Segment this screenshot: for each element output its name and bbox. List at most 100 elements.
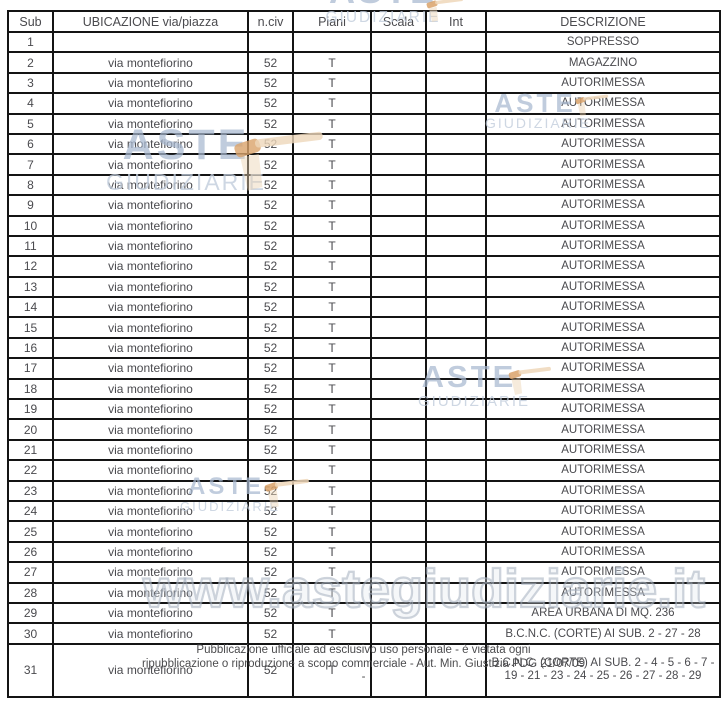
table-row: 9 via montefiorino 52 T AUTORIMESSA: [7, 194, 721, 217]
cell-ubicazione: via montefiorino: [52, 194, 249, 217]
column-header-1: UBICAZIONE via/piazza: [52, 10, 249, 33]
cell-sub: 22: [7, 459, 54, 482]
cell-descrizione: AUTORIMESSA: [485, 438, 721, 462]
cell-descrizione: AUTORIMESSA: [485, 377, 721, 401]
cell-ubicazione: via montefiorino: [52, 296, 249, 319]
table-row: 24 via montefiorino 52 T AUTORIMESSA: [7, 499, 721, 523]
cell-piani: T: [292, 71, 372, 95]
cell-n-civ: 52: [247, 459, 294, 482]
cell-ubicazione: via montefiorino: [52, 71, 249, 95]
cell-piani: T: [292, 357, 372, 380]
cell-sub: 16: [7, 336, 54, 360]
cell-int: [425, 71, 487, 95]
cell-piani: T: [292, 92, 372, 115]
cell-scala: [370, 132, 427, 156]
cell-int: [425, 601, 487, 625]
cell-piani: T: [292, 438, 372, 462]
cell-ubicazione: via montefiorino: [52, 438, 249, 462]
cell-n-civ: 52: [247, 336, 294, 360]
cell-descrizione: AUTORIMESSA: [485, 316, 721, 339]
cell-n-civ: 52: [247, 540, 294, 564]
cell-n-civ: 52: [247, 377, 294, 401]
column-header-6: DESCRIZIONE: [485, 10, 721, 33]
cell-descrizione: AUTORIMESSA: [485, 581, 721, 604]
cell-n-civ: 52: [247, 561, 294, 584]
cell-ubicazione: via montefiorino: [52, 357, 249, 380]
cell-n-civ: 52: [247, 316, 294, 339]
cell-piani: T: [292, 459, 372, 482]
cell-descrizione: AUTORIMESSA: [485, 255, 721, 278]
cell-ubicazione: via montefiorino: [52, 275, 249, 299]
cell-ubicazione: via montefiorino: [52, 520, 249, 543]
cell-descrizione: AUTORIMESSA: [485, 540, 721, 564]
cell-ubicazione: via montefiorino: [52, 642, 249, 698]
cell-scala: [370, 377, 427, 401]
cell-piani: T: [292, 316, 372, 339]
cell-n-civ: 52: [247, 622, 294, 645]
cell-scala: [370, 418, 427, 441]
table-body: 1 SOPPRESSO 2 via montefiorino 52 T MAGAZZINO 3…: [7, 30, 721, 698]
cell-int: [425, 561, 487, 584]
cell-piani: T: [292, 132, 372, 156]
cell-sub: 25: [7, 520, 54, 543]
cell-sub: 4: [7, 92, 54, 115]
cell-scala: [370, 30, 427, 54]
cell-n-civ: 52: [247, 601, 294, 625]
cell-ubicazione: via montefiorino: [52, 316, 249, 339]
cell-sub: 9: [7, 194, 54, 217]
cell-int: [425, 336, 487, 360]
cell-n-civ: 52: [247, 581, 294, 604]
cell-sub: 28: [7, 581, 54, 604]
cell-int: [425, 459, 487, 482]
cell-n-civ: 52: [247, 642, 294, 698]
cell-descrizione: AUTORIMESSA: [485, 459, 721, 482]
cell-sub: 31: [7, 642, 54, 698]
cell-scala: [370, 234, 427, 258]
cell-n-civ: 52: [247, 153, 294, 176]
cell-scala: [370, 336, 427, 360]
cell-ubicazione: via montefiorino: [52, 540, 249, 564]
cell-descrizione: AUTORIMESSA: [485, 173, 721, 197]
cell-piani: T: [292, 234, 372, 258]
cell-scala: [370, 255, 427, 278]
cell-scala: [370, 71, 427, 95]
cell-int: [425, 173, 487, 197]
cell-scala: [370, 398, 427, 421]
cell-int: [425, 418, 487, 441]
cell-scala: [370, 275, 427, 299]
cell-int: [425, 499, 487, 523]
cell-int: [425, 275, 487, 299]
table-row: 30 via montefiorino 52 T B.C.N.C. (CORTE) AI…: [7, 622, 721, 645]
cell-n-civ: 52: [247, 214, 294, 237]
cell-sub: 15: [7, 316, 54, 339]
cell-int: [425, 194, 487, 217]
cell-piani: T: [292, 377, 372, 401]
cell-piani: T: [292, 153, 372, 176]
cell-piani: T: [292, 520, 372, 543]
cell-ubicazione: via montefiorino: [52, 459, 249, 482]
cell-descrizione: AUTORIMESSA: [485, 561, 721, 584]
cell-descrizione: AREA URBANA DI MQ. 236: [485, 601, 721, 625]
cell-ubicazione: via montefiorino: [52, 132, 249, 156]
cell-scala: [370, 540, 427, 564]
table-row: 31 via montefiorino 52 T B.C.N.C. (CORTE) AI…: [7, 642, 721, 698]
cell-descrizione: AUTORIMESSA: [485, 336, 721, 360]
cell-descrizione: AUTORIMESSA: [485, 499, 721, 523]
cell-scala: [370, 642, 427, 698]
cell-n-civ: 52: [247, 418, 294, 441]
table-row: 5 via montefiorino 52 T AUTORIMESSA: [7, 112, 721, 135]
cell-ubicazione: via montefiorino: [52, 234, 249, 258]
table-row: 7 via montefiorino 52 T AUTORIMESSA: [7, 153, 721, 176]
table-row: 26 via montefiorino 52 T AUTORIMESSA: [7, 540, 721, 564]
cell-piani: T: [292, 112, 372, 135]
cell-ubicazione: via montefiorino: [52, 398, 249, 421]
cell-n-civ: 52: [247, 173, 294, 197]
cell-scala: [370, 214, 427, 237]
cell-n-civ: 52: [247, 132, 294, 156]
cell-sub: 26: [7, 540, 54, 564]
cell-n-civ: 52: [247, 296, 294, 319]
cell-ubicazione: via montefiorino: [52, 622, 249, 645]
cell-sub: 1: [7, 30, 54, 54]
column-header-3: Piani: [292, 10, 372, 33]
